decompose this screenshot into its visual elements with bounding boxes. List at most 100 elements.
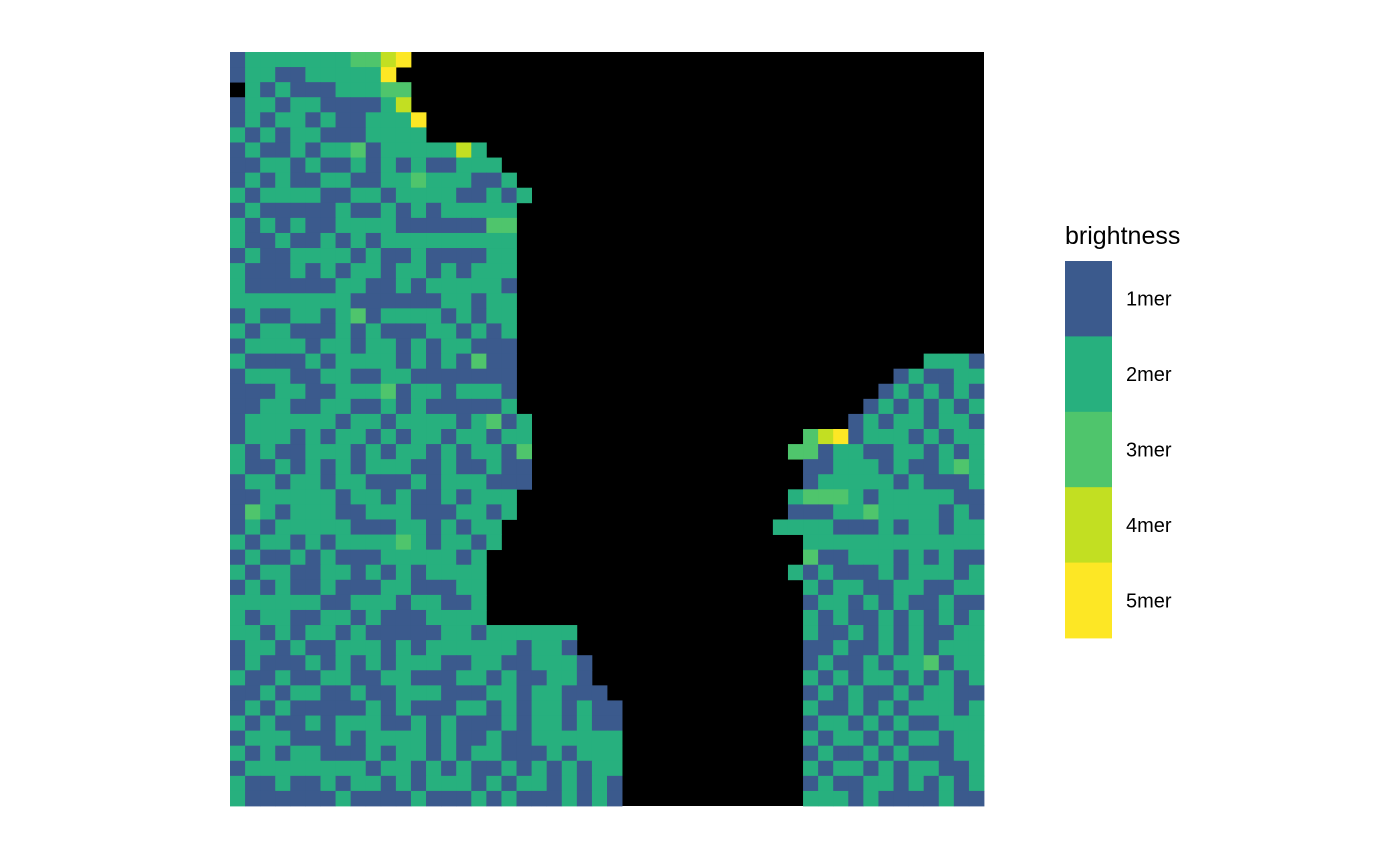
heatmap-cell	[546, 745, 563, 762]
heatmap-cell	[245, 308, 261, 324]
heatmap-cell	[305, 625, 321, 641]
heatmap-cell	[335, 278, 352, 294]
heatmap-cell	[787, 564, 804, 581]
heatmap-cell	[260, 745, 276, 762]
heatmap-cell	[968, 383, 985, 400]
heatmap-cell	[275, 459, 291, 475]
heatmap-cell	[245, 655, 261, 671]
heatmap-cell	[471, 157, 487, 174]
heatmap-cell	[878, 579, 894, 596]
heatmap-cell	[938, 609, 955, 626]
heatmap-cell	[818, 685, 834, 701]
heatmap-cell	[410, 157, 427, 174]
heatmap-cell	[365, 52, 382, 68]
heatmap-cell	[441, 700, 457, 716]
heatmap-cell	[878, 730, 894, 747]
heatmap-cell	[546, 760, 563, 777]
heatmap-cell	[833, 549, 849, 566]
heatmap-cell	[380, 52, 397, 68]
heatmap-cell	[486, 790, 502, 807]
heatmap-cell	[260, 640, 276, 656]
heatmap-cell	[576, 775, 593, 792]
heatmap-cell	[260, 97, 276, 113]
heatmap-cell	[260, 549, 276, 566]
heatmap-cell	[456, 413, 472, 430]
heatmap-cell	[290, 625, 306, 641]
heatmap-cell	[486, 685, 502, 701]
heatmap-cell	[380, 368, 397, 385]
heatmap-cell	[968, 474, 985, 490]
heatmap-cell	[410, 579, 427, 596]
heatmap-cell	[591, 700, 608, 716]
heatmap-cell	[275, 308, 291, 324]
heatmap-cell	[245, 187, 261, 204]
heatmap-cell	[471, 730, 487, 747]
heatmap-cell	[441, 489, 457, 505]
heatmap-cell	[818, 609, 834, 626]
heatmap-cell	[365, 232, 382, 249]
heatmap-cell	[923, 429, 940, 445]
heatmap-cell	[546, 670, 563, 686]
heatmap-cell	[516, 187, 532, 204]
heatmap-cell	[350, 308, 367, 324]
heatmap-cell	[245, 338, 261, 354]
heatmap-cell	[350, 655, 367, 671]
heatmap-cell	[350, 157, 367, 174]
heatmap-cell	[833, 775, 849, 792]
heatmap-cell	[471, 625, 487, 641]
heatmap-cell	[486, 504, 502, 520]
heatmap-cell	[335, 52, 352, 68]
heatmap-cell	[335, 579, 352, 596]
heatmap-cell	[968, 655, 985, 671]
heatmap-cell	[275, 353, 291, 370]
heatmap-cell	[486, 625, 502, 641]
heatmap-cell	[848, 429, 864, 445]
heatmap-cell	[320, 413, 336, 430]
heatmap-cell	[380, 97, 397, 113]
heatmap-cell	[230, 353, 246, 370]
heatmap-cell	[365, 398, 382, 415]
heatmap-cell	[848, 413, 864, 430]
heatmap-cell	[230, 745, 246, 762]
heatmap-cell	[923, 504, 940, 520]
heatmap-cell	[456, 594, 472, 611]
heatmap-cell	[395, 715, 412, 731]
heatmap-cell	[275, 790, 291, 807]
heatmap-cell	[441, 232, 457, 249]
heatmap-cell	[335, 730, 352, 747]
heatmap-cell	[863, 625, 879, 641]
heatmap-cell	[245, 459, 261, 475]
heatmap-cell	[516, 429, 532, 445]
heatmap-cell	[350, 670, 367, 686]
heatmap-cell	[395, 609, 412, 626]
heatmap-cell	[365, 67, 382, 83]
heatmap-cell	[320, 248, 336, 264]
heatmap-cell	[275, 489, 291, 505]
heatmap-cell	[365, 368, 382, 385]
heatmap-cell	[531, 745, 548, 762]
heatmap-cell	[833, 474, 849, 490]
heatmap-cell	[305, 142, 321, 158]
heatmap-cell	[456, 670, 472, 686]
heatmap-cell	[456, 534, 472, 551]
heatmap-cell	[923, 790, 940, 807]
heatmap-cell	[818, 579, 834, 596]
heatmap-cell	[275, 594, 291, 611]
heatmap-cell	[245, 790, 261, 807]
heatmap-cell	[863, 519, 879, 535]
heatmap-cell	[275, 82, 291, 98]
heatmap-cell	[803, 564, 819, 581]
heatmap-cell	[863, 745, 879, 762]
heatmap-cell	[335, 745, 352, 762]
heatmap-cell	[923, 579, 940, 596]
heatmap-cell	[290, 368, 306, 385]
heatmap-cell	[878, 760, 894, 777]
heatmap-cell	[290, 293, 306, 309]
heatmap-cell	[938, 353, 955, 370]
heatmap-cell	[410, 534, 427, 551]
heatmap-cell	[516, 459, 532, 475]
heatmap-cell	[426, 579, 442, 596]
heatmap-cell	[365, 127, 382, 143]
heatmap-cell	[818, 594, 834, 611]
heatmap-cell	[410, 308, 427, 324]
